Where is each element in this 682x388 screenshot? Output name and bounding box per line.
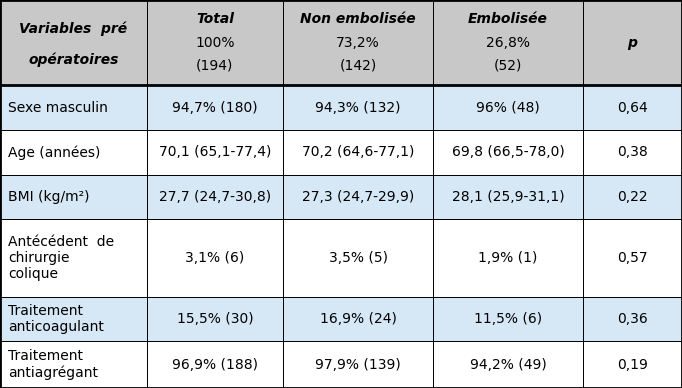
Text: BMI (kg/m²): BMI (kg/m²) <box>8 190 90 204</box>
Text: 26,8%: 26,8% <box>486 36 530 50</box>
Text: 97,9% (139): 97,9% (139) <box>315 358 401 372</box>
Text: 11,5% (6): 11,5% (6) <box>474 312 542 326</box>
Bar <box>583 130 682 175</box>
Bar <box>0 297 147 341</box>
Bar <box>433 130 583 175</box>
Text: 0,64: 0,64 <box>617 100 648 115</box>
Text: 94,3% (132): 94,3% (132) <box>315 100 401 115</box>
Text: 96,9% (188): 96,9% (188) <box>172 358 258 372</box>
Text: 94,2% (49): 94,2% (49) <box>470 358 546 372</box>
Text: opératoires: opératoires <box>28 53 119 68</box>
Bar <box>147 175 283 219</box>
Text: Variables  pré: Variables pré <box>19 22 128 36</box>
Bar <box>583 341 682 388</box>
Text: Traitement
antiagrégant: Traitement antiagrégant <box>8 349 98 380</box>
Bar <box>147 341 283 388</box>
Bar <box>147 85 283 130</box>
Bar <box>433 341 583 388</box>
Text: Non embolisée: Non embolisée <box>300 12 416 26</box>
Bar <box>283 219 433 297</box>
Bar <box>583 297 682 341</box>
Text: 69,8 (66,5-78,0): 69,8 (66,5-78,0) <box>451 145 565 159</box>
Text: Sexe masculin: Sexe masculin <box>8 100 108 115</box>
Text: 15,5% (30): 15,5% (30) <box>177 312 253 326</box>
Text: 73,2%: 73,2% <box>336 36 380 50</box>
Bar <box>433 0 583 85</box>
Bar <box>283 341 433 388</box>
Bar <box>283 297 433 341</box>
Text: (194): (194) <box>196 59 233 73</box>
Text: Antécédent  de
chirurgie
colique: Antécédent de chirurgie colique <box>8 235 115 281</box>
Bar <box>283 85 433 130</box>
Text: 28,1 (25,9-31,1): 28,1 (25,9-31,1) <box>451 190 565 204</box>
Text: 27,7 (24,7-30,8): 27,7 (24,7-30,8) <box>159 190 271 204</box>
Bar <box>147 0 283 85</box>
Bar <box>283 0 433 85</box>
Text: Embolisée: Embolisée <box>468 12 548 26</box>
Text: 0,57: 0,57 <box>617 251 648 265</box>
Bar <box>583 175 682 219</box>
Text: 0,38: 0,38 <box>617 145 648 159</box>
Text: 3,5% (5): 3,5% (5) <box>329 251 387 265</box>
Bar <box>433 175 583 219</box>
Text: 94,7% (180): 94,7% (180) <box>172 100 258 115</box>
Bar <box>0 175 147 219</box>
Bar <box>0 0 147 85</box>
Text: 16,9% (24): 16,9% (24) <box>320 312 396 326</box>
Bar <box>0 85 147 130</box>
Text: 3,1% (6): 3,1% (6) <box>186 251 244 265</box>
Bar <box>147 130 283 175</box>
Text: 1,9% (1): 1,9% (1) <box>478 251 538 265</box>
Text: 0,19: 0,19 <box>617 358 648 372</box>
Text: Traitement
anticoagulant: Traitement anticoagulant <box>8 304 104 334</box>
Text: 70,2 (64,6-77,1): 70,2 (64,6-77,1) <box>302 145 414 159</box>
Bar <box>0 130 147 175</box>
Bar <box>583 219 682 297</box>
Text: (142): (142) <box>340 59 376 73</box>
Text: 0,36: 0,36 <box>617 312 648 326</box>
Text: 96% (48): 96% (48) <box>476 100 540 115</box>
Text: 27,3 (24,7-29,9): 27,3 (24,7-29,9) <box>302 190 414 204</box>
Bar <box>433 219 583 297</box>
Bar <box>0 341 147 388</box>
Bar <box>433 85 583 130</box>
Text: 100%: 100% <box>195 36 235 50</box>
Text: Total: Total <box>196 12 234 26</box>
Bar <box>583 0 682 85</box>
Text: (52): (52) <box>494 59 522 73</box>
Text: 0,22: 0,22 <box>617 190 648 204</box>
Bar <box>0 219 147 297</box>
Text: p: p <box>627 36 638 50</box>
Bar <box>433 297 583 341</box>
Bar <box>583 85 682 130</box>
Text: 70,1 (65,1-77,4): 70,1 (65,1-77,4) <box>159 145 271 159</box>
Text: Age (années): Age (années) <box>8 145 100 159</box>
Bar <box>147 219 283 297</box>
Bar <box>147 297 283 341</box>
Bar <box>283 130 433 175</box>
Bar <box>283 175 433 219</box>
